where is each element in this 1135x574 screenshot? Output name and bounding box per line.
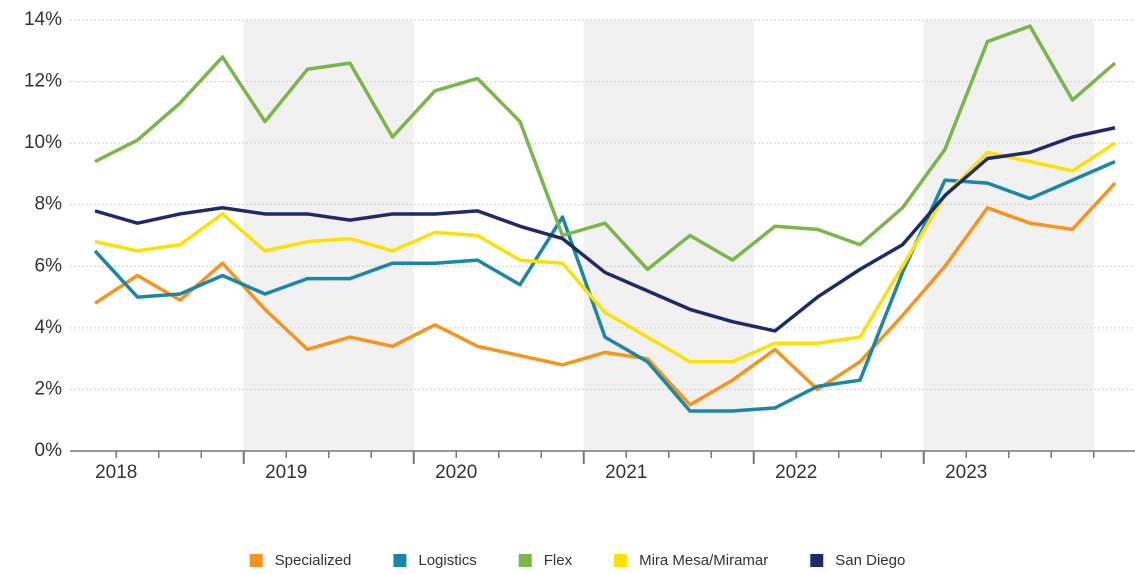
x-tick-label: 2020: [435, 462, 477, 483]
legend-label: Logistics: [418, 552, 476, 569]
y-tick-label: 8%: [35, 194, 63, 215]
legend-swatch: [810, 554, 824, 567]
legend-swatch: [249, 554, 263, 567]
year-band: [243, 20, 414, 451]
y-tick-label: 4%: [35, 317, 63, 338]
legend-swatch: [518, 554, 532, 567]
x-tick-label: 2021: [605, 462, 647, 483]
series-line: [94, 126, 1116, 333]
series-line: [94, 181, 1117, 407]
y-tick-label: 14%: [24, 9, 62, 30]
legend-label: Mira Mesa/Miramar: [639, 552, 768, 569]
legend-label: Specialized: [275, 552, 352, 569]
y-tick-label: 10%: [24, 132, 62, 153]
x-tick-label: 2023: [945, 462, 987, 483]
y-tick-label: 12%: [24, 71, 62, 92]
series-line: [93, 160, 1116, 413]
legend-label: Flex: [544, 552, 573, 569]
year-band: [923, 20, 1094, 451]
y-tick-label: 0%: [35, 440, 63, 461]
x-tick-label: 2019: [265, 462, 307, 483]
x-tick-label: 2022: [775, 462, 817, 483]
series-line: [94, 24, 1117, 272]
y-tick-label: 2%: [35, 378, 63, 399]
legend-swatch: [393, 554, 407, 567]
x-tick-label: 2018: [95, 462, 137, 483]
legend-label: San Diego: [835, 552, 905, 569]
legend-swatch: [614, 554, 628, 567]
y-tick-label: 6%: [35, 255, 63, 276]
